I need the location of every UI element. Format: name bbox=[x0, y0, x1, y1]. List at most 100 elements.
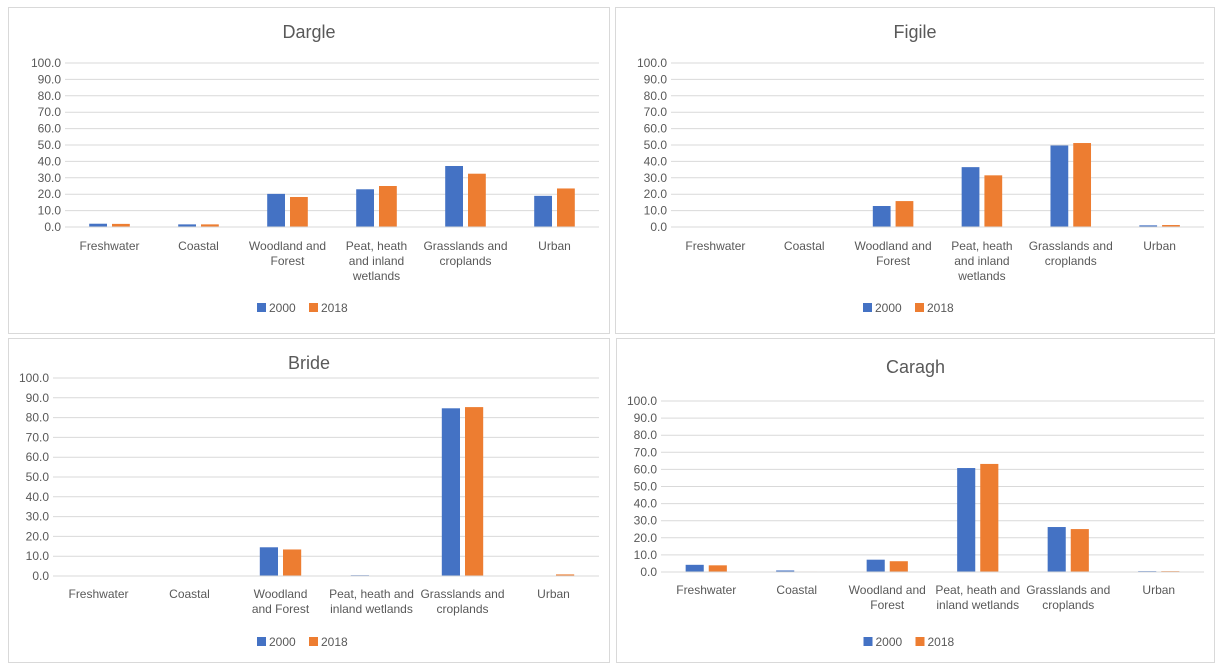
x-tick-label: Coastal bbox=[776, 583, 817, 597]
bar-2018-grasslands-and-croplands bbox=[1070, 529, 1089, 572]
y-tick-label: 70.0 bbox=[26, 430, 50, 444]
bar-2000-woodland-and-forest bbox=[267, 193, 285, 227]
x-tick-label: Woodland and Forest bbox=[249, 239, 326, 268]
y-tick-label: 60.0 bbox=[644, 122, 668, 136]
x-tick-label: Freshwater bbox=[685, 239, 745, 253]
x-tick-label: Coastal bbox=[169, 587, 210, 601]
legend-item-2000: 2000 bbox=[257, 635, 296, 649]
x-tick-label: Urban bbox=[538, 239, 571, 253]
y-tick-label: 40.0 bbox=[26, 490, 50, 504]
x-tick-label: Urban bbox=[1143, 239, 1176, 253]
x-tick-label: Grasslands and croplands bbox=[1029, 239, 1113, 268]
x-tick-label: Woodland and Forest bbox=[252, 587, 310, 616]
y-tick-label: 50.0 bbox=[38, 138, 62, 152]
chart-figile: Figile 0.0 10.0 20.0 30.0 40.0 50.0 60.0 70.0 80.… bbox=[637, 22, 1204, 315]
x-tick-label: Urban bbox=[1142, 583, 1175, 597]
y-tick-label: 70.0 bbox=[634, 445, 658, 459]
x-tick-label: Peat, heath and inland wetlands bbox=[951, 239, 1012, 283]
y-tick-label: 0.0 bbox=[640, 565, 657, 579]
y-tick-label: 100.0 bbox=[31, 56, 61, 70]
legend-label-2000: 2000 bbox=[269, 635, 296, 649]
x-tick-label: Grasslands and croplands bbox=[420, 587, 504, 616]
y-tick-label: 0.0 bbox=[44, 220, 61, 234]
legend-label-2000: 2000 bbox=[875, 301, 902, 315]
y-tick-label: 30.0 bbox=[634, 514, 658, 528]
bar-2018-freshwater bbox=[112, 223, 130, 227]
y-tick-label: 80.0 bbox=[26, 411, 50, 425]
y-tick-label: 70.0 bbox=[644, 105, 668, 119]
chart-dargle: Dargle 0.0 10.0 20.0 30.0 40.0 50.0 60.0 70.0 80.… bbox=[31, 22, 599, 315]
bar-2000-grasslands-and-croplands bbox=[441, 408, 460, 576]
y-tick-label: 60.0 bbox=[38, 122, 62, 136]
y-tick-label: 100.0 bbox=[637, 56, 667, 70]
legend-swatch-2018 bbox=[915, 637, 925, 646]
y-tick-label: 50.0 bbox=[26, 470, 50, 484]
y-tick-label: 90.0 bbox=[634, 411, 658, 425]
bar-2018-woodland-and-forest bbox=[889, 561, 908, 572]
chart-title: Dargle bbox=[282, 22, 335, 42]
chart-title: Bride bbox=[288, 353, 330, 373]
chart-title: Caragh bbox=[886, 357, 945, 377]
bar-2018-peat-heath-and-inland-wetlands bbox=[984, 175, 1003, 227]
x-tick-label: Peat, heath and inland wetlands bbox=[329, 587, 414, 616]
bar-2000-peat-heath-and-inland-wetlands bbox=[961, 167, 980, 227]
chart-panel-dargle: Dargle 0.0 10.0 20.0 30.0 40.0 50.0 60.0 70.0 80.… bbox=[8, 7, 610, 334]
bar-2000-freshwater bbox=[685, 564, 704, 572]
legend-swatch-2000 bbox=[257, 303, 266, 312]
y-tick-label: 70.0 bbox=[38, 105, 62, 119]
y-tick-label: 20.0 bbox=[38, 187, 62, 201]
y-tick-label: 40.0 bbox=[644, 154, 668, 168]
legend-item-2000: 2000 bbox=[257, 301, 296, 315]
bar-2018-grasslands-and-croplands bbox=[1073, 143, 1092, 227]
chart-panel-bride: Bride 0.0 10.0 20.0 30.0 40.0 50.0 60.0 70.0 80.0… bbox=[8, 338, 610, 663]
bar-2000-urban bbox=[534, 195, 552, 227]
bar-2018-peat-heath-and-inland-wetlands bbox=[379, 186, 397, 227]
y-tick-label: 10.0 bbox=[634, 548, 658, 562]
bar-2018-grasslands-and-croplands bbox=[465, 407, 484, 576]
legend-swatch-2000 bbox=[863, 637, 873, 646]
legend-label-2000: 2000 bbox=[876, 635, 903, 649]
bar-2000-coastal bbox=[776, 570, 795, 572]
chart-panel-figile: Figile 0.0 10.0 20.0 30.0 40.0 50.0 60.0 70.0 80.… bbox=[615, 7, 1215, 334]
bar-2018-coastal bbox=[201, 224, 219, 227]
bar-2018-urban bbox=[1162, 225, 1180, 227]
bar-2000-urban bbox=[1139, 225, 1158, 227]
y-tick-label: 30.0 bbox=[26, 510, 50, 524]
y-tick-label: 30.0 bbox=[644, 171, 668, 185]
bar-2000-grasslands-and-croplands bbox=[1047, 527, 1066, 572]
legend-item-2018: 2018 bbox=[915, 635, 955, 649]
bar-2018-woodland-and-forest bbox=[895, 201, 914, 227]
y-tick-label: 80.0 bbox=[634, 428, 658, 442]
legend-swatch-2000 bbox=[257, 637, 266, 646]
y-tick-label: 80.0 bbox=[38, 89, 62, 103]
chart-bride: Bride 0.0 10.0 20.0 30.0 40.0 50.0 60.0 70.0 80.0… bbox=[19, 353, 599, 649]
bar-2018-urban bbox=[556, 574, 575, 576]
y-tick-label: 90.0 bbox=[644, 72, 668, 86]
x-tick-label: Coastal bbox=[784, 239, 825, 253]
legend-swatch-2018 bbox=[309, 303, 318, 312]
legend-swatch-2000 bbox=[863, 303, 872, 312]
legend-swatch-2018 bbox=[309, 637, 318, 646]
y-tick-label: 20.0 bbox=[634, 531, 658, 545]
bar-2000-woodland-and-forest bbox=[259, 547, 278, 576]
bar-2018-woodland-and-forest bbox=[283, 549, 302, 576]
bar-2000-woodland-and-forest bbox=[872, 206, 891, 227]
chart-title: Figile bbox=[893, 22, 936, 42]
legend-item-2018: 2018 bbox=[309, 301, 348, 315]
legend-label-2018: 2018 bbox=[321, 301, 348, 315]
y-tick-label: 60.0 bbox=[26, 450, 50, 464]
y-tick-label: 100.0 bbox=[19, 371, 49, 385]
legend-label-2000: 2000 bbox=[269, 301, 296, 315]
legend-label-2018: 2018 bbox=[321, 635, 348, 649]
x-tick-label: Grasslands and croplands bbox=[423, 239, 507, 268]
x-tick-label: Freshwater bbox=[676, 583, 736, 597]
legend-item-2000: 2000 bbox=[863, 301, 902, 315]
y-tick-label: 20.0 bbox=[26, 529, 50, 543]
bar-2018-grasslands-and-croplands bbox=[468, 173, 486, 227]
x-tick-label: Woodland and Forest bbox=[854, 239, 931, 268]
bar-2000-woodland-and-forest bbox=[866, 559, 885, 572]
x-tick-label: Freshwater bbox=[79, 239, 139, 253]
x-tick-label: Woodland and Forest bbox=[849, 583, 926, 612]
bar-2000-freshwater bbox=[89, 223, 107, 227]
legend-label-2018: 2018 bbox=[928, 635, 955, 649]
